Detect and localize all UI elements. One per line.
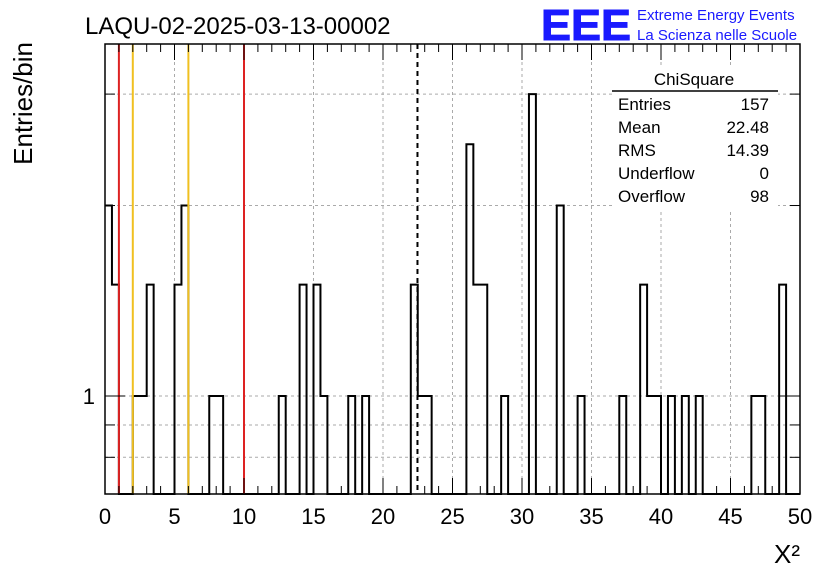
histogram-bin: [619, 396, 626, 494]
histogram-bin: [480, 285, 487, 494]
x-tick-label: 20: [371, 504, 395, 529]
reference-lines: [117, 44, 419, 494]
histogram-bin: [209, 396, 216, 494]
stats-rows: Entries 157 Mean 22.48 RMS 14.39 Underflow 0 Ove…: [618, 95, 769, 206]
x-tick-label: 30: [510, 504, 534, 529]
histogram-bin: [133, 396, 140, 494]
stats-title: ChiSquare: [654, 70, 734, 89]
stats-box: ChiSquare Entries 157 Mean 22.48 RMS 14.39 Und…: [612, 68, 778, 210]
histogram-bin: [362, 396, 369, 494]
histogram-bin: [314, 285, 321, 494]
x-tick-label: 25: [440, 504, 464, 529]
eee-logo-line2: La Scienza nelle Scuole: [637, 27, 797, 44]
stats-label: Mean: [618, 118, 661, 137]
histogram-bin: [557, 206, 564, 494]
histogram-bin: [578, 396, 585, 494]
histogram-bin: [751, 396, 758, 494]
axis-ticks: 0 5 10 15 20 25 30 35 40 45 50 1: [83, 44, 812, 529]
chart-title: LAQU-02-2025-03-13-00002: [85, 13, 391, 40]
stats-value: 98: [750, 187, 769, 206]
x-tick-label: 50: [788, 504, 812, 529]
y-axis-label: Entries/bin: [8, 42, 38, 165]
histogram-bin: [779, 285, 786, 494]
stats-label: Entries: [618, 95, 671, 114]
histogram-bin: [105, 206, 112, 494]
x-tick-label: 15: [301, 504, 325, 529]
histogram-bin: [640, 285, 647, 494]
x-tick-label: 35: [579, 504, 603, 529]
histogram-bin: [668, 396, 675, 494]
histogram-bin: [501, 396, 508, 494]
histogram-bin: [696, 396, 703, 494]
x-tick-label: 0: [99, 504, 111, 529]
x-tick-label: 5: [168, 504, 180, 529]
histogram-bin: [112, 285, 119, 494]
histogram-bin: [147, 285, 154, 494]
x-tick-label: 10: [232, 504, 256, 529]
stats-label: Overflow: [618, 187, 686, 206]
histogram-bin: [418, 396, 425, 494]
stats-value: 0: [760, 164, 769, 183]
histogram-bin: [348, 396, 355, 494]
histogram-bin: [181, 206, 188, 494]
histogram-bin: [473, 285, 480, 494]
stats-value: 22.48: [726, 118, 769, 137]
histogram-bin: [175, 285, 182, 494]
x-axis-label: X²: [774, 539, 800, 569]
histogram-bin: [320, 396, 327, 494]
histogram-bin: [216, 396, 223, 494]
histogram-bin: [529, 94, 536, 494]
histogram-bin: [758, 396, 765, 494]
eee-logo: EEE Extreme Energy Events La Scienza nel…: [541, 1, 798, 51]
y-tick-label: 1: [83, 384, 95, 409]
histogram-bin: [654, 396, 661, 494]
eee-logo-mark: EEE: [541, 1, 631, 50]
histogram-bin: [466, 144, 473, 494]
stats-value: 14.39: [726, 141, 769, 160]
histogram-bin: [300, 285, 307, 494]
x-tick-label: 45: [718, 504, 742, 529]
stats-label: Underflow: [618, 164, 695, 183]
stats-label: RMS: [618, 141, 656, 160]
stats-value: 157: [741, 95, 769, 114]
histogram-bin: [140, 396, 147, 494]
histogram-bin: [425, 396, 432, 494]
histogram-bin: [682, 396, 689, 494]
x-tick-label: 40: [649, 504, 673, 529]
eee-logo-line1: Extreme Energy Events: [637, 7, 795, 24]
histogram-bin: [647, 396, 654, 494]
histogram-bin: [279, 396, 286, 494]
